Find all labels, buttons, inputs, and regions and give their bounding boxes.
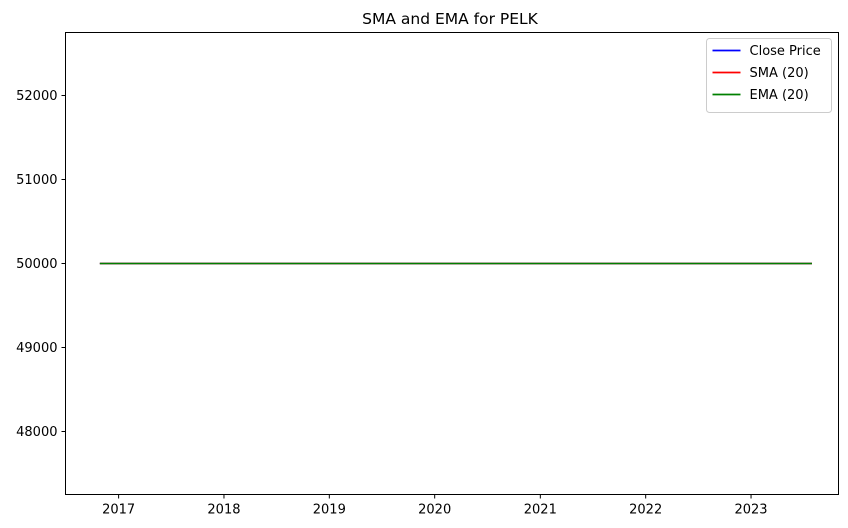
x-tick-label: 2018	[207, 503, 240, 518]
x-tick-label: 2020	[418, 503, 451, 518]
legend-label: Close Price	[750, 44, 821, 59]
y-tick-label: 49000	[16, 341, 57, 356]
y-tick-label: 51000	[16, 173, 57, 188]
y-tick-label: 48000	[16, 425, 57, 440]
legend-label: SMA (20)	[750, 66, 809, 81]
legend: Close Price SMA (20) EMA (20)	[706, 38, 832, 113]
x-tick-label: 2019	[313, 503, 346, 518]
x-tick-label: 2023	[734, 503, 767, 518]
x-tick-label: 2021	[524, 503, 557, 518]
y-tick-label: 50000	[16, 257, 57, 272]
legend-label: EMA (20)	[750, 88, 809, 103]
y-axis: 48000 49000 50000 51000 52000	[16, 89, 66, 440]
chart-title: SMA and EMA for PELK	[362, 10, 539, 28]
y-tick-label: 52000	[16, 89, 57, 104]
x-axis: 2017 2018 2019 2020 2021 2022 2023	[102, 494, 768, 518]
x-tick-label: 2017	[102, 503, 135, 518]
x-tick-label: 2022	[629, 503, 662, 518]
